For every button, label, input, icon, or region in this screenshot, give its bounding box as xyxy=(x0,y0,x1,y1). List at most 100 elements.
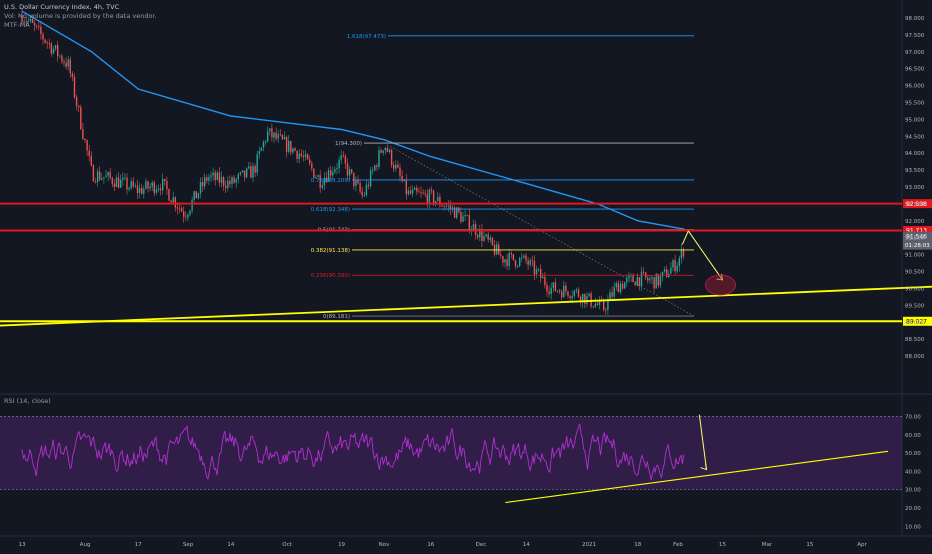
price-axis-tick: 89.000 xyxy=(905,320,925,326)
candle-body xyxy=(183,211,185,217)
volume-notice: Vol: No volume is provided by the data v… xyxy=(4,12,157,20)
candle-body xyxy=(52,48,55,54)
candle-body xyxy=(615,283,617,288)
candle-body xyxy=(672,260,674,268)
candle-body xyxy=(514,260,517,267)
candle-body xyxy=(642,271,645,273)
candle-body xyxy=(275,132,277,139)
candle-body xyxy=(430,189,433,191)
candle-body xyxy=(250,166,252,178)
candle-body xyxy=(63,61,65,63)
candle-body xyxy=(378,150,380,167)
time-axis-tick: Apr xyxy=(857,542,867,548)
candle-body xyxy=(441,205,443,207)
candle-body xyxy=(598,300,601,305)
candle-body xyxy=(443,206,445,208)
candle-body xyxy=(27,20,29,22)
candle-body xyxy=(380,150,382,153)
candle-body xyxy=(61,55,63,62)
candle-body xyxy=(382,150,384,153)
candle-body xyxy=(617,283,620,293)
candle-body xyxy=(458,207,460,213)
candle-body xyxy=(311,163,313,169)
fib-level-label: 0.618(92.348) xyxy=(311,207,350,213)
candle-body xyxy=(67,59,69,67)
candle-body xyxy=(638,277,641,287)
candle-body xyxy=(117,177,120,188)
candle-body xyxy=(544,276,546,286)
candle-body xyxy=(397,164,399,168)
candle-body xyxy=(346,163,349,176)
candle-body xyxy=(298,153,300,159)
price-axis-tick: 98.000 xyxy=(905,16,925,22)
candle-body xyxy=(582,293,584,303)
candle-body xyxy=(348,169,351,176)
candle-body xyxy=(214,172,216,180)
candle-body xyxy=(649,278,651,281)
candle-body xyxy=(124,177,126,179)
projection-lead xyxy=(681,230,689,245)
candle-body xyxy=(92,165,95,182)
candle-body xyxy=(252,165,254,178)
candle-body xyxy=(258,150,260,155)
candle-body xyxy=(23,21,25,23)
candle-body xyxy=(130,181,132,188)
level-tag-label: 91.713 xyxy=(906,228,927,235)
candle-body xyxy=(525,255,527,261)
candle-body xyxy=(170,200,172,203)
candle-body xyxy=(195,191,197,199)
candle-body xyxy=(351,169,353,173)
candle-body xyxy=(273,132,275,138)
candle-body xyxy=(296,150,298,159)
candle-body xyxy=(300,153,302,156)
time-axis-tick: Nov xyxy=(379,542,390,548)
candle-body xyxy=(172,197,174,203)
candle-body xyxy=(445,205,447,207)
candle-body xyxy=(361,191,363,196)
candle-body xyxy=(178,208,181,210)
candle-body xyxy=(636,277,638,286)
time-axis-tick: 13 xyxy=(19,542,26,548)
candle-body xyxy=(96,171,99,183)
candle-body xyxy=(630,275,632,277)
candle-body xyxy=(111,177,113,184)
rsi-line xyxy=(21,423,685,481)
candle-body xyxy=(563,285,565,298)
candle-body xyxy=(516,265,519,267)
candle-body xyxy=(357,180,359,184)
price-axis-tick: 95.000 xyxy=(905,117,925,123)
candle-body xyxy=(145,181,147,189)
candle-body xyxy=(603,300,605,310)
candle-body xyxy=(317,175,319,177)
candle-body xyxy=(86,140,88,151)
candle-body xyxy=(294,148,296,151)
candle-body xyxy=(464,215,466,217)
candle-body xyxy=(613,287,615,297)
candle-body xyxy=(246,168,248,178)
price-axis-tick: 90.500 xyxy=(905,270,925,276)
candle-body xyxy=(264,141,267,143)
price-axis-tick: 96.000 xyxy=(905,84,925,90)
candle-body xyxy=(204,177,206,187)
candle-body xyxy=(115,177,118,187)
candle-body xyxy=(94,181,97,183)
candle-body xyxy=(262,141,265,148)
candle-body xyxy=(288,140,290,152)
candle-body xyxy=(428,189,431,204)
candle-body xyxy=(416,187,418,192)
price-axis-tick: 93.500 xyxy=(905,168,925,174)
time-axis-tick: 15 xyxy=(806,542,813,548)
candle-body xyxy=(147,181,149,189)
candle-body xyxy=(592,306,594,308)
candle-body xyxy=(40,26,42,35)
candle-body xyxy=(191,199,193,211)
fib-level-label: 0.786(93.209) xyxy=(311,178,350,184)
price-axis-tick: 97.500 xyxy=(905,33,925,39)
candle-body xyxy=(57,45,59,56)
candle-body xyxy=(607,299,609,310)
candle-body xyxy=(107,172,109,176)
candle-body xyxy=(325,177,328,182)
candle-body xyxy=(409,190,412,194)
candle-body xyxy=(73,76,76,98)
